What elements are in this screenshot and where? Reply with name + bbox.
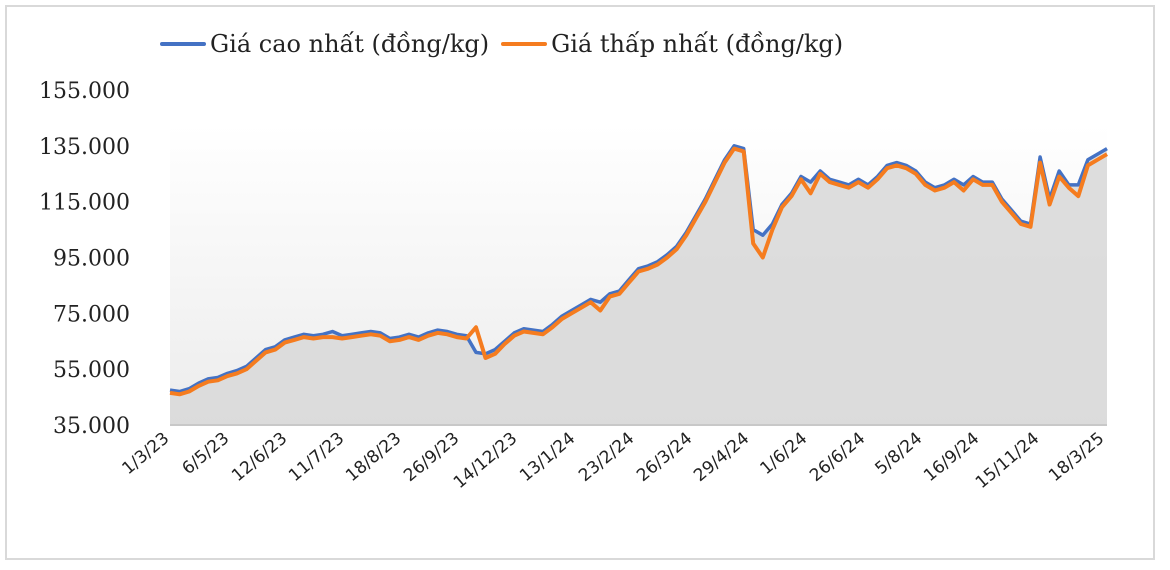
legend-label-high: Giá cao nhất (đồng/kg) [210,30,490,58]
y-axis-ticks: 155.000 135.000 115.000 95.000 75.000 55.000 3… [39,79,130,439]
y-tick-label: 35.000 [53,414,130,439]
x-tick-label: 26/6/24 [806,429,869,486]
y-tick-label: 115.000 [39,191,130,216]
x-tick-label: 15/11/24 [972,429,1043,493]
legend-swatch-orange [501,42,548,46]
x-tick-label: 18/8/23 [342,429,405,486]
series-lines [169,144,1109,397]
x-tick-label: 26/3/24 [633,429,696,486]
legend-label-low: Giá thấp nhất (đồng/kg) [551,30,844,58]
area-fill [170,145,1107,426]
x-tick-label: 5/8/24 [871,429,926,479]
x-tick-label: 1/6/24 [756,429,811,479]
series-line-low [169,146,1109,397]
x-tick-label: 12/6/23 [228,429,291,486]
chart-legend: Giá cao nhất (đồng/kg) Giá thấp nhất (đồ… [160,30,855,58]
x-axis-ticks: 1/3/23 6/5/2312/6/2311/7/2318/8/2326/9/23… [118,429,1108,493]
x-tick-label: 13/1/24 [516,429,579,486]
x-tick-label: 14/12/23 [450,429,521,493]
legend-swatch-blue [160,42,206,46]
legend-item-low: Giá thấp nhất (đồng/kg) [501,30,843,58]
series-line-high [169,144,1108,394]
y-tick-label: 55.000 [53,358,130,383]
legend-item-high: Giá cao nhất (đồng/kg) [160,30,489,58]
x-tick-label: 11/7/23 [285,429,348,486]
x-tick-label: 29/4/24 [690,429,753,486]
y-tick-label: 75.000 [53,302,130,327]
x-tick-label: 6/5/23 [178,429,233,479]
x-tick-label: 18/3/25 [1045,429,1108,486]
y-tick-label: 95.000 [53,247,130,272]
x-tick-label: 23/2/24 [575,429,638,486]
y-tick-label: 155.000 [39,79,130,104]
y-tick-label: 135.000 [39,135,130,160]
